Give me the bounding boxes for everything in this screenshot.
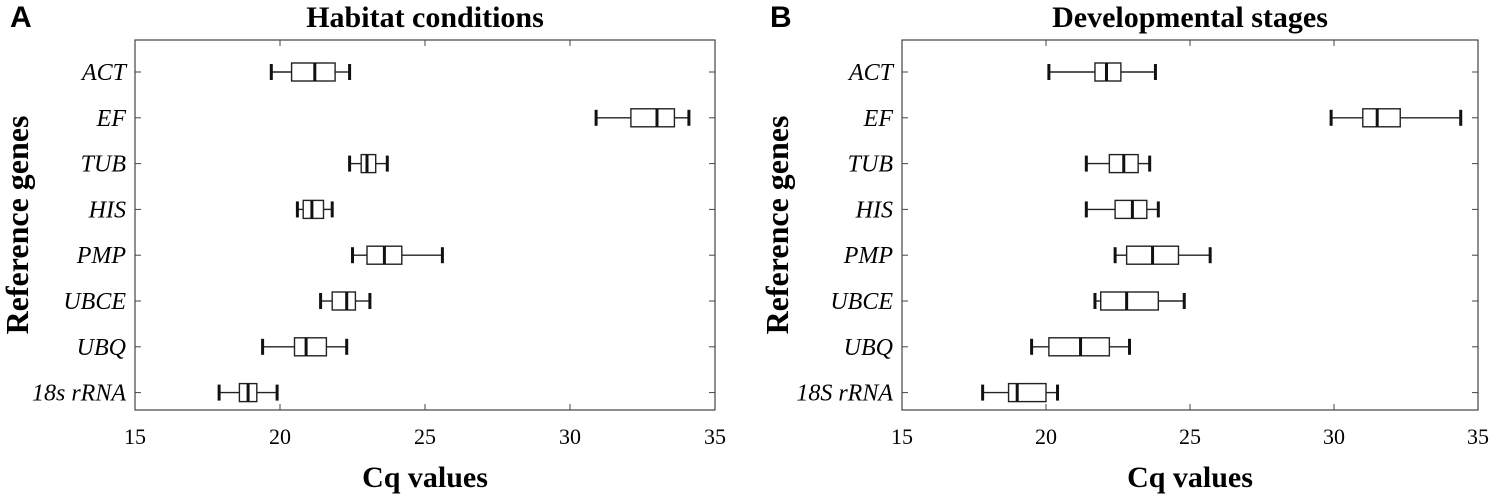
boxplot-his bbox=[1084, 199, 1160, 220]
y-axis-label: Reference genes bbox=[0, 116, 35, 335]
chart-panel-b: B Developmental stages Cq values Reference … bbox=[759, 0, 1501, 504]
category-label: ACT bbox=[847, 60, 895, 86]
iqr-box bbox=[331, 291, 357, 311]
category-label: PMP bbox=[843, 243, 894, 269]
category-label: 18s rRNA bbox=[32, 381, 126, 407]
panel-label: B bbox=[770, 1, 792, 34]
plot-frame bbox=[901, 39, 1479, 411]
iqr-box bbox=[293, 337, 328, 357]
category-label: HIS bbox=[88, 197, 126, 223]
iqr-box bbox=[630, 108, 676, 128]
category-label: EF bbox=[96, 106, 127, 132]
category-label: 18S rRNA bbox=[796, 381, 893, 407]
category-label: UBCE bbox=[830, 289, 893, 315]
category-label: UBQ bbox=[844, 335, 893, 361]
chart-panel-a: A Habitat conditions Cq values Reference ge… bbox=[0, 0, 740, 504]
boxplot-act bbox=[269, 62, 352, 82]
boxplot-ef bbox=[594, 108, 691, 128]
x-tick-label: 25 bbox=[414, 424, 436, 449]
boxplot-ubce bbox=[1093, 291, 1186, 311]
boxplot-ef bbox=[1329, 108, 1463, 128]
boxplot-ubq bbox=[261, 337, 349, 357]
y-axis-label: Reference genes bbox=[760, 116, 795, 335]
x-tick-label: 15 bbox=[124, 424, 146, 449]
iqr-box bbox=[1007, 382, 1047, 403]
category-label: ACT bbox=[80, 60, 128, 86]
category-label: HIS bbox=[855, 197, 893, 223]
x-axis-label: Cq values bbox=[1127, 461, 1253, 494]
iqr-box bbox=[1362, 108, 1401, 128]
boxplot-ubce bbox=[319, 291, 372, 311]
x-tick-label: 20 bbox=[269, 424, 291, 449]
boxplot-tub bbox=[348, 153, 389, 174]
category-label: UBCE bbox=[63, 289, 126, 315]
chart-title: Developmental stages bbox=[1052, 1, 1328, 34]
x-tick-label: 35 bbox=[704, 424, 726, 449]
plot-frame bbox=[134, 39, 716, 411]
x-tick-label: 20 bbox=[1035, 424, 1057, 449]
boxplot-tub bbox=[1084, 153, 1152, 174]
x-tick-label: 25 bbox=[1179, 424, 1201, 449]
boxplot-18s-rrna bbox=[217, 382, 279, 403]
category-label: TUB bbox=[848, 152, 894, 178]
x-tick-label: 30 bbox=[559, 424, 581, 449]
chart-b-svg: B Developmental stages Cq values Reference … bbox=[759, 1, 1489, 494]
boxplot-18s-rrna bbox=[981, 382, 1060, 403]
boxplot-act bbox=[1047, 62, 1157, 82]
category-label: UBQ bbox=[77, 335, 126, 361]
x-tick-label: 15 bbox=[891, 424, 913, 449]
category-label: TUB bbox=[81, 152, 127, 178]
category-label: PMP bbox=[76, 243, 127, 269]
chart-title: Habitat conditions bbox=[306, 1, 544, 34]
panel-label: A bbox=[10, 1, 32, 34]
boxplot-pmp bbox=[1113, 245, 1212, 265]
boxplot-ubq bbox=[1030, 337, 1132, 357]
x-tick-label: 30 bbox=[1323, 424, 1345, 449]
chart-a-svg: A Habitat conditions Cq values Reference ge… bbox=[0, 1, 726, 494]
boxplot-pmp bbox=[351, 245, 444, 265]
boxplot-his bbox=[295, 199, 334, 220]
x-tick-label: 35 bbox=[1467, 424, 1489, 449]
x-axis-label: Cq values bbox=[362, 461, 488, 494]
iqr-box bbox=[1100, 291, 1160, 311]
category-label: EF bbox=[863, 106, 894, 132]
